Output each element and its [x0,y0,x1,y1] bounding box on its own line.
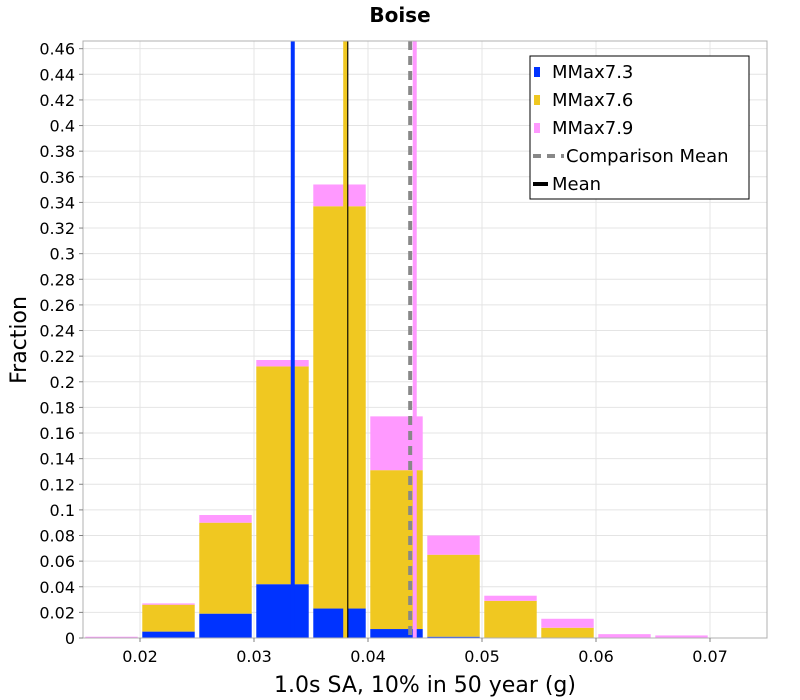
bar-segment-mmax73 [256,584,309,638]
y-tick-label: 0.3 [50,245,75,264]
bar-segment-mmax76 [427,554,480,637]
y-tick-label: 0.44 [39,65,75,84]
bar-segment-mmax79 [256,359,309,367]
y-tick-label: 0.1 [50,501,75,520]
bar-segment-mmax73 [142,631,195,638]
bar-segment-mmax79 [142,603,195,605]
bar-segment-mmax76 [256,366,309,585]
bar-segment-mmax79 [484,595,537,601]
y-tick-label: 0.14 [39,450,75,469]
legend: MMax7.3 MMax7.6 MMax7.9 Comparison Mean Mean [529,55,750,200]
chart-title: Boise [369,3,430,27]
y-ticks: 0 0.02 0.04 0.06 0.08 0.1 0.12 0.14 0.16 0.18 0.2 0… [39,40,83,648]
bar-segment-mmax73 [199,613,252,638]
bar-segment-mmax76 [484,600,537,638]
y-tick-label: 0.06 [39,552,75,571]
bar-segment-mmax76 [199,522,252,614]
y-tick-label: 0.36 [39,168,75,187]
y-tick-label: 0.18 [39,398,75,417]
legend-swatch [534,123,540,133]
y-tick-label: 0.12 [39,475,75,494]
bar-segment-mmax73 [370,629,423,638]
x-tick-label: 0.03 [236,647,272,666]
bar-segment-mmax79 [199,515,252,523]
y-tick-label: 0.26 [39,296,75,315]
y-tick-label: 0 [65,629,75,648]
y-tick-label: 0.2 [50,373,75,392]
legend-swatch [534,67,540,77]
legend-label: Mean [552,174,601,195]
legend-swatch [534,95,540,105]
y-tick-label: 0.38 [39,142,75,161]
y-tick-label: 0.02 [39,603,75,622]
mean-lines [290,41,417,638]
y-tick-label: 0.4 [50,117,75,136]
legend-label: MMax7.3 [552,62,633,83]
y-tick-label: 0.32 [39,219,75,238]
bar-segment-mmax73 [427,636,480,638]
y-tick-label: 0.34 [39,193,75,212]
x-tick-label: 0.06 [578,647,614,666]
y-tick-label: 0.46 [39,40,75,59]
y-tick-label: 0.16 [39,424,75,443]
x-tick-label: 0.04 [350,647,386,666]
y-axis-label: Fraction [7,296,32,384]
bar-segment-mmax79 [541,618,594,628]
bar-segment-mmax79 [313,184,366,207]
legend-label: Comparison Mean [566,146,729,167]
legend-label: MMax7.9 [552,118,633,139]
bar-segment-mmax79 [85,636,138,638]
bar-segment-mmax79 [427,535,480,555]
plot-border [82,40,768,639]
bar-segment-mmax79 [655,635,708,638]
y-tick-label: 0.28 [39,270,75,289]
legend-box [529,55,750,200]
x-tick-label: 0.05 [464,647,500,666]
legend-label: MMax7.6 [552,90,633,111]
y-tick-label: 0.22 [39,347,75,366]
bar-segment-mmax79 [598,634,651,638]
bar-segment-mmax76 [142,604,195,632]
x-axis-label: 1.0s SA, 10% in 50 year (g) [274,673,576,698]
bar-segment-mmax76 [313,206,366,609]
y-tick-label: 0.42 [39,91,75,110]
x-tick-label: 0.02 [122,647,158,666]
y-tick-label: 0.04 [39,578,75,597]
bar-segment-mmax76 [541,627,594,638]
bar-segment-mmax73 [313,608,366,638]
x-ticks: 0.02 0.03 0.04 0.05 0.06 0.07 [122,638,728,666]
y-tick-label: 0.24 [39,322,75,341]
x-tick-label: 0.07 [692,647,728,666]
y-tick-label: 0.08 [39,527,75,546]
